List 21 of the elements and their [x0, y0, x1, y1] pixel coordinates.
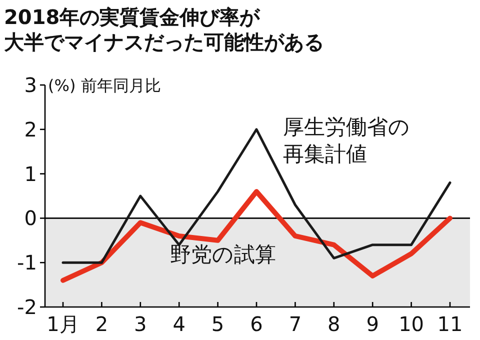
y-tick-label: -1 [17, 250, 37, 275]
x-tick-label: 2 [95, 312, 108, 336]
x-tick-label: 8 [328, 312, 340, 336]
series-label: 野党の試算 [170, 242, 276, 267]
y-axis-title: (%) 前年同月比 [48, 76, 161, 95]
y-tick-label: 1 [24, 162, 37, 186]
x-tick-label: 7 [288, 312, 302, 336]
y-tick-label: -2 [17, 295, 37, 319]
y-tick-label: 2 [24, 117, 37, 142]
x-tick-label: 6 [250, 312, 263, 336]
y-tick-label: 3 [24, 73, 37, 97]
series-label: 厚生労働省の再集計値 [283, 114, 410, 166]
x-tick-label: 9 [366, 312, 379, 336]
x-tick-label: 1月 [46, 312, 80, 336]
x-tick-label: 4 [172, 312, 186, 336]
x-tick-label: 5 [211, 312, 224, 336]
chart-title: 2018年の実質賃金伸び率が大半でマイナスだった可能性がある [4, 5, 324, 54]
y-tick-label: 0 [24, 206, 37, 230]
x-tick-label: 10 [398, 312, 424, 336]
x-tick-label: 11 [437, 312, 463, 336]
x-tick-label: 3 [134, 312, 147, 336]
